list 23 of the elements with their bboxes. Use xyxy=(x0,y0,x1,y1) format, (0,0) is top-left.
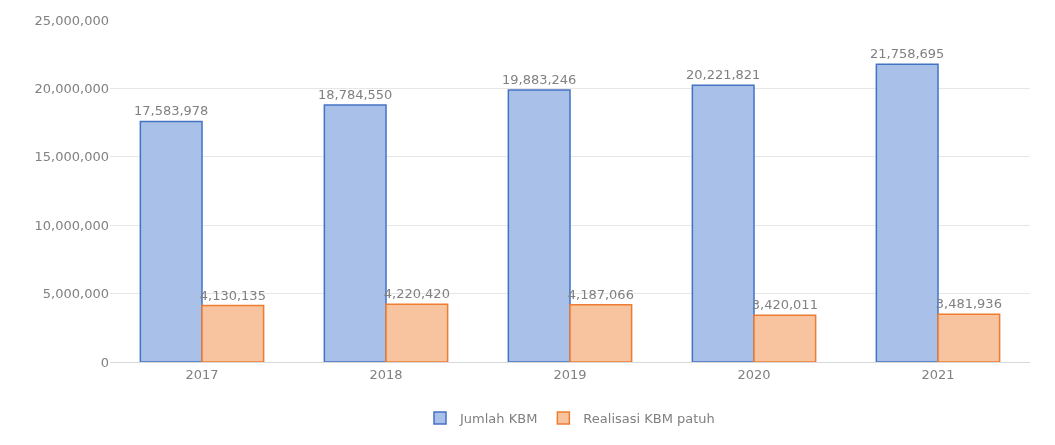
y-tick-label: 0 xyxy=(100,354,109,370)
legend-label: Realisasi KBM patuh xyxy=(583,411,715,427)
y-tick-label: 15,000,000 xyxy=(34,149,109,165)
x-tick-label: 2018 xyxy=(369,366,403,382)
bar xyxy=(201,304,265,362)
legend-label: Jumlah KBM xyxy=(459,411,538,427)
data-label: 20,221,821 xyxy=(685,67,761,83)
y-tick-label: 20,000,000 xyxy=(34,80,109,96)
y-tick-label: 5,000,000 xyxy=(42,286,109,302)
bar xyxy=(385,303,449,362)
x-tick-label: 2017 xyxy=(185,366,219,382)
x-tick-label: 2019 xyxy=(553,366,587,382)
data-label: 19,883,246 xyxy=(501,72,577,87)
bar xyxy=(937,313,1001,362)
bar xyxy=(569,303,633,362)
x-tick-label: 2020 xyxy=(737,366,771,382)
data-label: 17,583,978 xyxy=(133,103,209,119)
data-label: 18,784,550 xyxy=(317,87,393,103)
y-tick-label: 10,000,000 xyxy=(34,217,109,233)
x-tick-label: 2021 xyxy=(921,366,955,382)
y-tick-label: 25,000,000 xyxy=(34,12,109,28)
data-label: 21,758,695 xyxy=(869,46,945,62)
bar xyxy=(753,314,817,362)
